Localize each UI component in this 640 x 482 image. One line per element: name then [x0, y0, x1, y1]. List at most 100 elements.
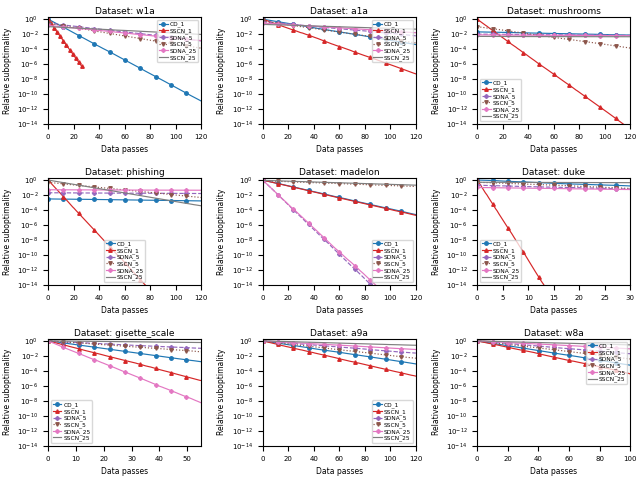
SSCN_5: [350, 348, 358, 354]
SSCN_5: [173, 41, 181, 47]
CD_1: [259, 338, 266, 344]
SSCN_1: [349, 198, 357, 204]
SSCN_25: [259, 22, 267, 27]
SDNA_25: [44, 187, 52, 193]
SSCN_25: [388, 342, 396, 348]
SSCN_1: [138, 362, 146, 368]
SSCN_1: [474, 178, 481, 184]
Line: SSCN_1: SSCN_1: [476, 178, 632, 294]
SDNA_25: [135, 31, 143, 37]
SSCN_25: [183, 339, 191, 345]
SSCN_25: [564, 340, 572, 346]
CD_1: [259, 338, 267, 344]
SSCN_1: [567, 358, 575, 364]
SSCN_5: [412, 355, 420, 361]
SDNA_25: [197, 187, 205, 193]
SSCN_5: [135, 188, 143, 194]
SDNA_25: [474, 185, 481, 190]
CD_1: [602, 182, 610, 188]
SSCN_5: [564, 36, 572, 42]
SSCN_25: [567, 34, 575, 40]
SSCN_1: [44, 16, 52, 22]
SDNA_5: [138, 31, 146, 37]
SSCN_1: [565, 290, 573, 295]
Line: SDNA_25: SDNA_25: [476, 339, 632, 350]
SDNA_5: [259, 338, 266, 344]
SSCN_25: [626, 180, 634, 186]
SSCN_5: [353, 181, 360, 187]
SSCN_1: [564, 358, 572, 363]
SSCN_1: [545, 290, 553, 295]
SDNA_25: [564, 186, 572, 192]
SSCN_25: [135, 339, 143, 345]
SSCN_25: [353, 25, 360, 30]
CD_1: [412, 361, 420, 367]
SSCN_1: [567, 83, 575, 89]
SDNA_25: [259, 338, 266, 344]
SSCN_25: [136, 28, 143, 34]
SSCN_25: [412, 342, 420, 348]
SSCN_1: [259, 338, 267, 344]
Y-axis label: Relative suboptimality: Relative suboptimality: [217, 188, 227, 275]
SDNA_5: [564, 32, 572, 38]
Legend: CD_1, SSCN_1, SDNA_5, SSCN_5, SDNA_25, SSCN_25: CD_1, SSCN_1, SDNA_5, SSCN_5, SDNA_25, S…: [372, 20, 413, 62]
X-axis label: Data passes: Data passes: [316, 306, 363, 315]
SSCN_25: [44, 177, 52, 183]
SDNA_25: [565, 32, 573, 38]
Line: SSCN_25: SSCN_25: [477, 341, 630, 345]
SSCN_5: [474, 179, 481, 185]
SSCN_1: [612, 367, 620, 373]
SDNA_25: [612, 33, 620, 39]
SSCN_1: [44, 177, 52, 183]
SDNA_25: [138, 376, 146, 382]
CD_1: [353, 32, 360, 38]
SSCN_5: [412, 184, 420, 189]
Line: SSCN_25: SSCN_25: [262, 180, 416, 185]
SDNA_25: [567, 343, 575, 348]
SDNA_25: [197, 38, 205, 43]
SDNA_5: [565, 32, 573, 38]
SSCN_1: [388, 368, 396, 374]
SDNA_5: [45, 20, 52, 26]
CD_1: [612, 32, 620, 38]
SDNA_25: [627, 33, 634, 39]
SDNA_25: [398, 290, 406, 295]
SSCN_1: [136, 361, 143, 367]
SSCN_1: [184, 290, 191, 295]
SSCN_5: [612, 185, 620, 191]
SSCN_5: [138, 36, 146, 41]
Line: CD_1: CD_1: [476, 339, 632, 367]
Y-axis label: Relative suboptimality: Relative suboptimality: [432, 188, 441, 275]
SSCN_1: [138, 279, 146, 284]
SDNA_25: [45, 338, 52, 344]
SSCN_1: [350, 359, 358, 365]
SDNA_25: [474, 32, 481, 38]
Line: SSCN_5: SSCN_5: [476, 339, 632, 361]
SSCN_1: [397, 66, 405, 72]
SSCN_1: [564, 81, 572, 87]
SDNA_25: [602, 345, 610, 350]
SSCN_1: [627, 126, 634, 132]
CD_1: [612, 183, 620, 188]
SSCN_5: [173, 347, 181, 353]
SSCN_5: [602, 185, 610, 190]
Line: SDNA_25: SDNA_25: [46, 24, 203, 42]
SDNA_25: [564, 343, 572, 348]
SSCN_5: [564, 37, 572, 42]
SDNA_25: [44, 23, 52, 28]
SDNA_5: [138, 190, 146, 196]
SDNA_25: [603, 33, 611, 39]
SDNA_5: [565, 185, 573, 190]
CD_1: [197, 198, 205, 204]
SSCN_1: [349, 359, 357, 365]
SSCN_25: [197, 340, 205, 346]
SDNA_5: [197, 190, 205, 196]
SSCN_25: [397, 26, 405, 32]
SDNA_25: [138, 32, 146, 38]
SDNA_5: [349, 345, 357, 351]
CD_1: [350, 31, 358, 37]
CD_1: [197, 359, 205, 364]
SSCN_25: [615, 34, 623, 40]
Line: SSCN_1: SSCN_1: [46, 339, 203, 382]
CD_1: [138, 351, 146, 357]
